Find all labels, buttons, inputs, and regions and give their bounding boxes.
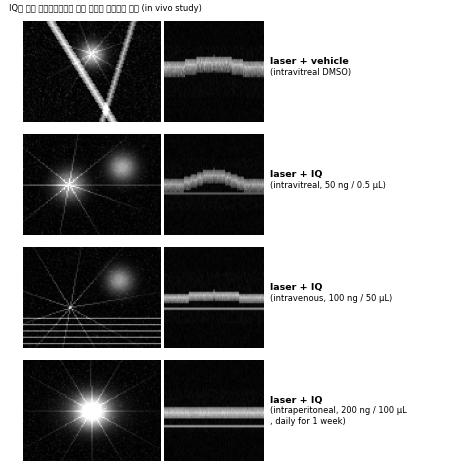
Text: laser + IQ: laser + IQ bbox=[270, 283, 322, 292]
Text: (intravitreal DMSO): (intravitreal DMSO) bbox=[270, 68, 351, 77]
Text: (intravitreal, 50 ng / 0.5 μL): (intravitreal, 50 ng / 0.5 μL) bbox=[270, 181, 385, 190]
Text: (intravenous, 100 ng / 50 μL): (intravenous, 100 ng / 50 μL) bbox=[270, 294, 392, 303]
Text: laser + IQ: laser + IQ bbox=[270, 396, 322, 405]
Text: IQ에 의한 맥락막신생혈관 생성 감소와 혈관누출 감소 (in vivo study): IQ에 의한 맥락막신생혈관 생성 감소와 혈관누출 감소 (in vivo s… bbox=[9, 4, 202, 13]
Text: laser + IQ: laser + IQ bbox=[270, 170, 322, 179]
Text: laser + vehicle: laser + vehicle bbox=[270, 57, 348, 66]
Text: (intraperitoneal, 200 ng / 100 μL
, daily for 1 week): (intraperitoneal, 200 ng / 100 μL , dail… bbox=[270, 407, 406, 426]
